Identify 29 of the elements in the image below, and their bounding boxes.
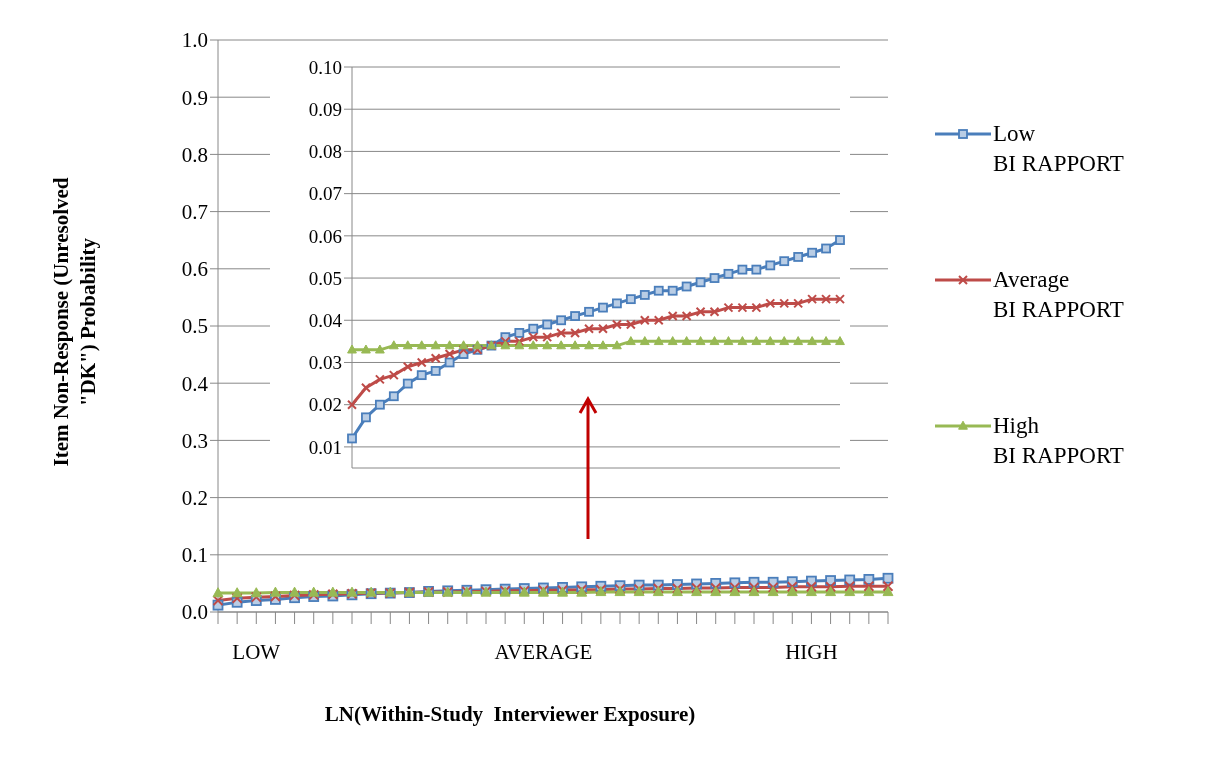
y-tick-label: 0.4 (181, 371, 209, 396)
x-axis-title: LN(Within-Study Interviewer Exposure) (323, 702, 697, 727)
y-tick-label: 0.02 (308, 394, 342, 416)
y-tick-label: 0.04 (308, 310, 343, 332)
y-tick-label: 0.8 (181, 142, 208, 167)
y-tick-label: 0.3 (181, 428, 208, 453)
y-tick-label: 0.10 (308, 56, 342, 78)
y-tick-label: 0.7 (181, 200, 208, 225)
y-tick-label: 1.0 (181, 28, 208, 53)
y-tick-label: 0.01 (308, 436, 342, 458)
y-tick-label: 0.08 (308, 141, 342, 163)
y-tick-label: 0.09 (308, 98, 342, 120)
y-axis-title: Item Non-Response (Unresolved "DK") Probability (48, 176, 101, 469)
y-tick-label: 0.5 (181, 314, 208, 339)
y-tick-label: 0.06 (308, 225, 342, 247)
x-tick-label: LOW (232, 639, 281, 664)
y-tick-label: 0.2 (181, 486, 208, 511)
legend-label: Low BI RAPPORT (993, 120, 1124, 178)
y-tick-label: 0.0 (181, 600, 208, 625)
y-tick-label: 0.1 (181, 543, 208, 568)
y-tick-label: 0.05 (308, 267, 342, 289)
legend-label: High BI RAPPORT (993, 412, 1124, 470)
x-tick-label: HIGH (785, 639, 838, 664)
y-tick-label: 0.03 (308, 352, 342, 374)
y-tick-label: 0.9 (181, 85, 208, 110)
y-tick-label: 0.07 (308, 183, 342, 205)
legend-label: Average BI RAPPORT (993, 266, 1124, 324)
x-tick-label: AVERAGE (494, 639, 593, 664)
y-tick-label: 0.6 (181, 257, 208, 282)
